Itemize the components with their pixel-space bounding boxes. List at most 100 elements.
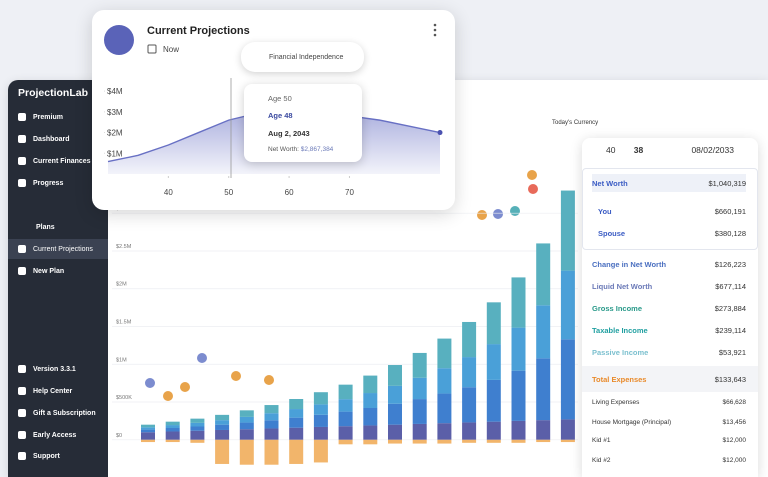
row-label: Liquid Net Worth (592, 281, 653, 291)
bar-segment (462, 321, 477, 358)
row-value: $126,223 (714, 259, 746, 269)
nav-item[interactable]: Gift a Subscription (8, 403, 108, 423)
x-tick-label: 40 (164, 188, 173, 197)
bar-segment (165, 428, 180, 432)
bar-segment (363, 375, 378, 394)
bar-segment (388, 365, 402, 386)
bar-segment (486, 344, 501, 380)
y-tick-label: $1M (107, 149, 123, 158)
nav-item[interactable]: Version 3.3.1 (8, 359, 108, 379)
nav-item[interactable]: Dashboard (8, 129, 108, 149)
bar-segment (141, 427, 155, 430)
bar-segment (511, 327, 526, 371)
metric-row[interactable]: Gross Income $273,884 (592, 299, 746, 317)
row-value: $13,456 (722, 418, 747, 426)
bar-segment (239, 439, 254, 465)
net-worth-row[interactable]: Net Worth $1,040,319 (592, 174, 746, 192)
you-row[interactable]: You $660,191 (592, 202, 746, 220)
bar-segment (289, 409, 304, 418)
expense-row: House Mortgage (Principal) $13,456 (592, 413, 746, 431)
row-value: $66,628 (722, 398, 747, 406)
logo[interactable]: ProjectionLab (18, 87, 89, 99)
row-value: $12,000 (722, 436, 747, 444)
tooltip-value: $2,867,384 (300, 146, 334, 153)
y-tick-label: $2M (116, 282, 127, 288)
bar-segment (363, 393, 378, 408)
bar-segment (190, 422, 205, 427)
expenses-row[interactable]: Total Expenses $133,643 (592, 370, 746, 388)
bar-segment (363, 439, 378, 445)
nav-item[interactable]: Help Center (8, 381, 108, 401)
milestone-pill[interactable]: Financial Independence (241, 42, 364, 72)
y-tick-label: $1.5M (116, 320, 132, 326)
row-label: Net Worth (592, 178, 628, 188)
bar-segment (313, 404, 328, 415)
bar-segment (536, 420, 551, 440)
bar-segment (141, 432, 155, 440)
y-tick-label: $2.5M (116, 244, 132, 250)
age-you[interactable]: 40 (606, 145, 616, 155)
metric-row[interactable]: Passive Income $53,921 (592, 343, 746, 361)
card-title: Current Projections (147, 25, 250, 37)
bar-segment (388, 439, 402, 444)
tooltip-date: Aug 2, 2043 (268, 129, 310, 138)
row-value: $53,921 (718, 347, 746, 357)
currency-label: Today's Currency (552, 120, 599, 126)
metric-row[interactable]: Change in Net Worth $126,223 (592, 255, 746, 273)
bar-segment (239, 422, 254, 430)
bar-segment (289, 399, 304, 410)
nav-item[interactable]: Current Finances (8, 151, 108, 171)
row-value: $239,114 (715, 325, 746, 335)
row-label: Living Expenses (592, 398, 640, 406)
bar-segment (313, 439, 328, 463)
y-tick-label: $500K (116, 395, 132, 401)
y-tick-label: $1M (116, 357, 127, 363)
x-tick-label: 60 (285, 188, 294, 197)
currency-select[interactable]: Today's Currency (552, 120, 598, 126)
nav-item[interactable]: Progress (8, 173, 108, 193)
metric-row[interactable]: Liquid Net Worth $677,114 (592, 277, 746, 295)
bar-segment (141, 424, 155, 428)
nav-item[interactable]: Early Access (8, 425, 108, 445)
bar-segment (536, 243, 551, 306)
nav-label: Current Finances (33, 157, 91, 165)
age-spouse[interactable]: 38 (633, 145, 644, 155)
date[interactable]: 08/02/2033 (691, 145, 734, 155)
bar-segment (141, 429, 155, 433)
bar-segment (388, 385, 402, 404)
bar-segment (264, 420, 279, 429)
nav-item[interactable]: Current Projections (8, 239, 108, 259)
bar-segment (215, 414, 230, 421)
bar-segment (511, 439, 526, 443)
row-label: Total Expenses (592, 374, 647, 384)
nav-label: Gift a Subscription (33, 409, 96, 417)
x-tick-label: 50 (224, 188, 233, 197)
bar-segment (190, 439, 205, 443)
nav-label: Current Projections (33, 245, 93, 253)
nav-label: Help Center (33, 387, 73, 395)
spouse-row[interactable]: Spouse $380,128 (592, 224, 746, 242)
nav-item[interactable]: Support (8, 446, 108, 466)
bar-segment (462, 357, 477, 388)
metric-row[interactable]: Taxable Income $239,114 (592, 321, 746, 339)
nav-item[interactable]: Premium (8, 107, 108, 127)
tooltip-age: Age 48 (268, 111, 293, 120)
bar-segment (239, 429, 254, 440)
bar-segment (363, 407, 378, 426)
nav-label: New Plan (33, 267, 65, 275)
bar-segment (239, 416, 254, 423)
row-value: $12,000 (722, 456, 747, 464)
bar-segment (313, 392, 328, 405)
bar-segment (338, 384, 353, 400)
bar-segment (190, 418, 205, 423)
nav-section[interactable]: Plans (8, 217, 108, 237)
bar-segment (560, 270, 575, 340)
bar-segment (165, 425, 180, 429)
bar-segment (462, 387, 477, 423)
nav-item[interactable]: New Plan (8, 261, 108, 281)
card-icon (104, 25, 134, 55)
nav-label: Premium (33, 113, 63, 121)
bar-segment (462, 422, 477, 440)
bar-segment (486, 302, 501, 345)
